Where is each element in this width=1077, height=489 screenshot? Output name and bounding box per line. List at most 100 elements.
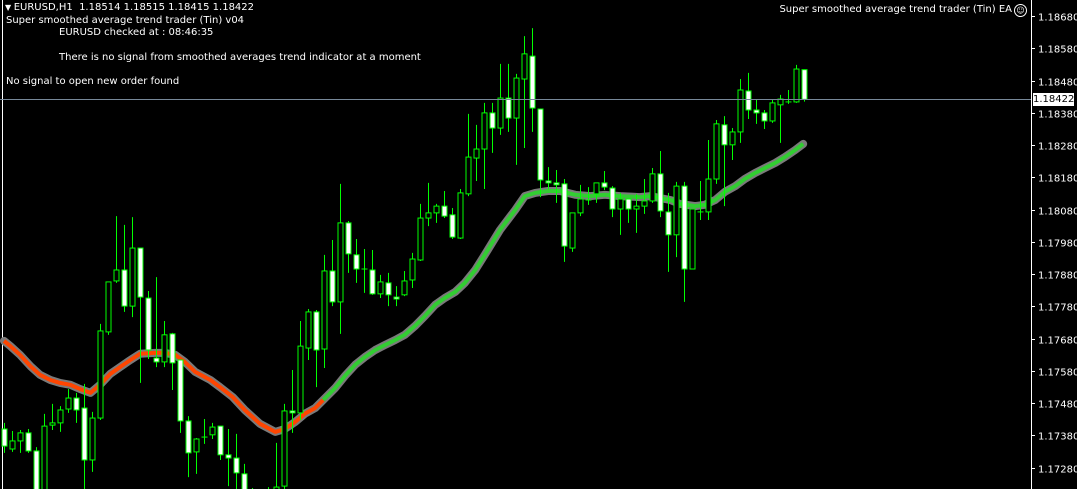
candle-body-bull xyxy=(497,97,504,129)
candle xyxy=(345,220,352,273)
y-tick-label: 1.18380 xyxy=(1038,110,1077,121)
y-tick-label: 1.18280 xyxy=(1038,142,1077,153)
candle xyxy=(793,64,800,103)
candle-body-bear xyxy=(329,270,336,303)
candle xyxy=(81,383,88,489)
candle-body-bear xyxy=(153,357,160,363)
candle-body-bull xyxy=(337,222,344,303)
signal-message: There is no signal from smoothed average… xyxy=(59,52,421,63)
candle-body-bear xyxy=(233,457,240,474)
candle xyxy=(681,181,688,302)
y-tick-label: 1.18080 xyxy=(1038,207,1077,218)
candle-body-bear xyxy=(753,109,760,114)
candle xyxy=(329,239,336,307)
candle xyxy=(217,425,224,460)
candle-body-bear xyxy=(369,269,376,295)
smiley-icon[interactable]: ☺ xyxy=(1014,4,1027,17)
candle xyxy=(361,249,368,293)
candle-body-bull xyxy=(649,173,656,202)
candle-body-bear xyxy=(289,410,296,414)
triangle-down-icon[interactable]: ▼ xyxy=(5,3,14,12)
checked-time: EURUSD checked at : 08:46:35 xyxy=(59,27,214,38)
candle xyxy=(689,208,696,270)
candle xyxy=(137,247,144,383)
candle xyxy=(529,28,536,132)
candle-body-bull xyxy=(577,198,584,214)
candle-body-bear xyxy=(441,205,448,217)
candle-body-bear xyxy=(73,397,80,411)
candle-body-bull xyxy=(713,123,720,180)
candle xyxy=(665,192,672,272)
candle xyxy=(369,249,376,295)
candle xyxy=(17,429,24,453)
candle xyxy=(593,182,600,203)
candle-body-bull xyxy=(481,112,488,150)
candle-body-bull xyxy=(769,102,776,122)
candle-body-bull xyxy=(457,192,464,239)
candle-body-bear xyxy=(529,55,536,109)
y-tick-label: 1.17780 xyxy=(1038,303,1077,314)
candle xyxy=(633,193,640,233)
candle xyxy=(73,392,80,423)
candle-body-bear xyxy=(665,211,672,236)
candle-body-bull xyxy=(793,68,800,103)
candle xyxy=(33,447,40,489)
candle-body-bull xyxy=(273,486,280,489)
candle xyxy=(649,168,656,203)
candle-body-bull xyxy=(641,200,648,207)
candle xyxy=(233,433,240,489)
candle-body-bull xyxy=(305,311,312,349)
candle xyxy=(353,239,360,283)
chart-info-line: ▼ EURUSD,H1 1.18514 1.18515 1.18415 1.18… xyxy=(5,2,254,14)
candle xyxy=(457,189,464,240)
candle xyxy=(785,89,792,104)
y-tick-label: 1.18480 xyxy=(1038,78,1077,89)
candle xyxy=(713,119,720,184)
candle-body-bull xyxy=(97,330,104,419)
candle xyxy=(113,216,120,283)
candle xyxy=(105,281,112,335)
candle-body-bull xyxy=(193,438,200,453)
candle-body-bull xyxy=(465,156,472,195)
candle xyxy=(753,99,760,124)
candle-body-bear xyxy=(601,182,608,188)
candle-body-bear xyxy=(145,297,152,351)
candle xyxy=(129,217,136,318)
candle-body-bear xyxy=(185,420,192,454)
candle xyxy=(537,108,544,198)
candle xyxy=(393,286,400,307)
candle-body-bull xyxy=(377,281,384,295)
candle-body-bear xyxy=(449,214,456,238)
candle xyxy=(521,36,528,149)
candle-body-bull xyxy=(593,182,600,195)
candle-body-bear xyxy=(353,254,360,270)
y-tick-label: 1.17380 xyxy=(1038,432,1077,443)
candle xyxy=(801,69,808,102)
candle xyxy=(601,170,608,190)
candle xyxy=(489,102,496,153)
candle xyxy=(473,124,480,181)
candle xyxy=(177,359,184,433)
candle-body-bear xyxy=(657,173,664,212)
candle xyxy=(297,320,304,420)
candle-body-bull xyxy=(689,208,696,270)
ea-title: Super smoothed average trend trader (Tin… xyxy=(779,4,1012,15)
candle-body-bull xyxy=(705,178,712,213)
candle-body-bear xyxy=(169,333,176,364)
candle-body-bear xyxy=(561,183,568,247)
candle-body-bear xyxy=(801,69,808,100)
y-tick-label: 1.17480 xyxy=(1038,400,1077,411)
candle-body-bull xyxy=(17,432,24,442)
candle-body-bear xyxy=(553,182,560,186)
candle-body-bull xyxy=(57,409,64,424)
candle-body-bull xyxy=(473,148,480,159)
candle xyxy=(377,274,384,299)
candle-body-bull xyxy=(433,205,440,214)
y-tick-label: 1.17980 xyxy=(1038,239,1077,250)
candle xyxy=(553,169,560,203)
candle-body-bull xyxy=(89,417,96,461)
candle-body-bull xyxy=(65,397,72,410)
candle-body-bull xyxy=(417,217,424,261)
candle-body-bull xyxy=(617,198,624,210)
